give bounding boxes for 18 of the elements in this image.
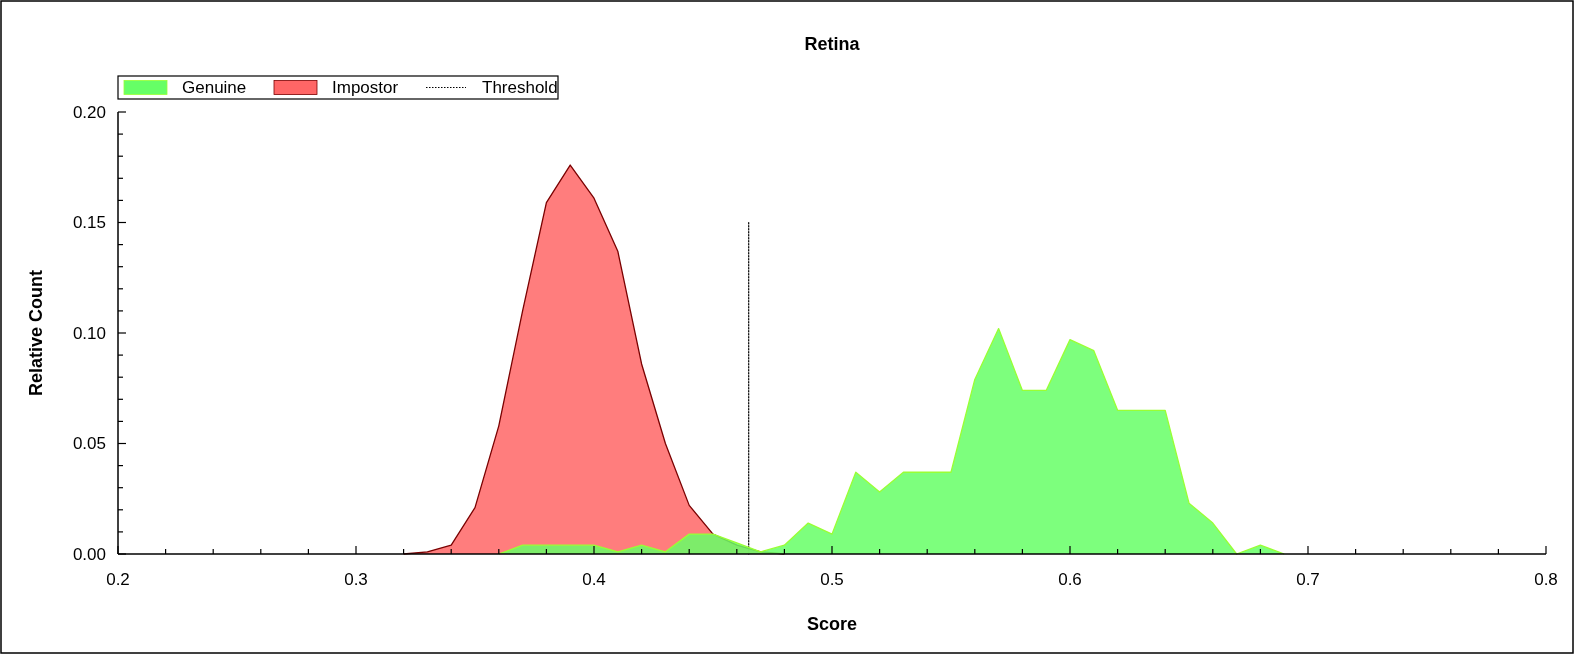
legend-label: Threshold (482, 78, 558, 98)
y-axis-title: Relative Count (26, 269, 46, 397)
y-tick-label: 0.00 (72, 544, 106, 564)
x-tick-label: 0.7 (1296, 570, 1320, 589)
chart-title: Retina (804, 34, 861, 54)
y-tick-label: 0.15 (72, 213, 106, 233)
x-tick-label: 0.6 (1058, 570, 1082, 589)
x-tick-label: 0.5 (820, 570, 844, 589)
x-tick-label: 0.3 (344, 570, 368, 589)
legend-label: Impostor (332, 78, 399, 98)
x-tick-label: 0.4 (582, 570, 606, 589)
x-tick-label: 0.8 (1534, 570, 1558, 589)
x-axis-title: Score (806, 614, 858, 634)
y-tick-label: 0.20 (72, 102, 106, 122)
y-tick-label: 0.10 (72, 323, 106, 343)
x-tick-label: 0.2 (106, 570, 130, 589)
y-tick-label: 0.05 (72, 434, 106, 454)
legend-label: Genuine (182, 78, 247, 98)
